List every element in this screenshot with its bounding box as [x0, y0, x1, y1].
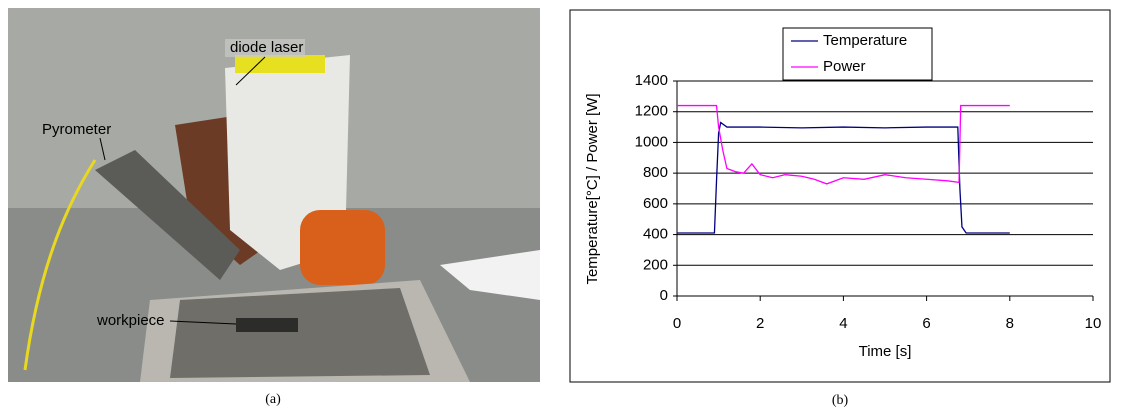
- y-tick-label: 800: [643, 164, 668, 181]
- label-bg: [225, 39, 305, 57]
- x-tick-label: 4: [839, 315, 847, 332]
- pyrometer-body: [95, 150, 240, 280]
- series-line: [677, 104, 1010, 185]
- photo-label: Pyrometer: [42, 121, 111, 138]
- y-tick-label: 1400: [635, 72, 668, 89]
- y-tick-label: 1000: [635, 133, 668, 150]
- legend-label: Temperature: [823, 32, 907, 49]
- photo-label: diode laser: [230, 39, 303, 56]
- x-tick-label: 0: [673, 315, 681, 332]
- x-tick-label: 10: [1085, 315, 1102, 332]
- legend-label: Power: [823, 58, 866, 75]
- workpiece: [236, 318, 298, 332]
- x-tick-label: 2: [756, 315, 764, 332]
- y-tick-label: 200: [643, 256, 668, 273]
- pointer: [99, 137, 106, 161]
- robot-arm: [300, 210, 385, 285]
- x-tick-label: 6: [922, 315, 930, 332]
- paper: [440, 250, 540, 300]
- legend-box: [782, 27, 933, 81]
- label-plate: [235, 55, 325, 73]
- y-tick-label: 400: [643, 226, 668, 243]
- pointer: [235, 56, 266, 86]
- pointer: [169, 320, 237, 325]
- photo: diode laser Pyrometer workpiece (a): [8, 8, 540, 407]
- caption: (a): [265, 392, 281, 407]
- y-tick-label: 0: [660, 287, 668, 304]
- series-line: [677, 121, 1010, 234]
- y-tick-label: 600: [643, 195, 668, 212]
- grid-plate: [170, 288, 430, 378]
- caption: (b): [832, 393, 849, 408]
- y-tick-label: 1200: [635, 103, 668, 120]
- cable: [23, 159, 97, 371]
- y-axis-label: Temperature[°C] / Power [W]: [584, 93, 601, 284]
- x-axis-label: Time [s]: [859, 343, 912, 360]
- photo-label: workpiece: [96, 312, 165, 329]
- x-tick-label: 8: [1006, 315, 1014, 332]
